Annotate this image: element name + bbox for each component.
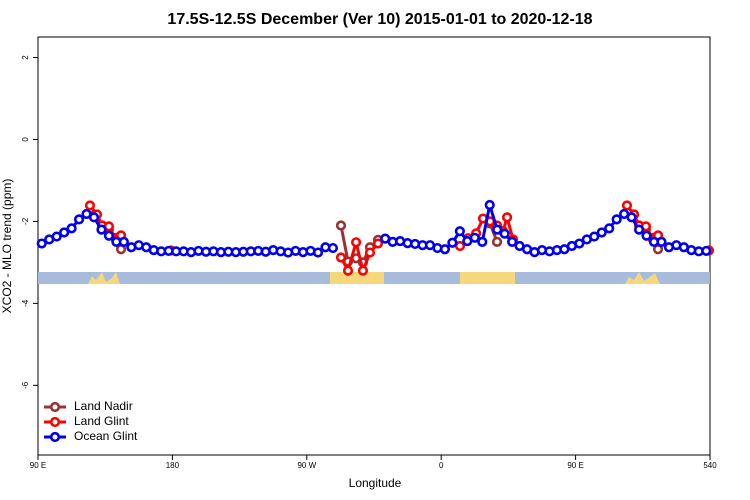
point bbox=[701, 245, 712, 257]
point bbox=[357, 265, 369, 276]
point bbox=[350, 237, 362, 248]
y-tick-label: 2 bbox=[21, 55, 30, 60]
y-tick-label: 0 bbox=[21, 137, 30, 142]
point bbox=[96, 224, 107, 235]
point bbox=[73, 214, 85, 225]
legend-marker bbox=[49, 431, 61, 443]
x-tick-label: 540 bbox=[703, 461, 717, 470]
point bbox=[36, 238, 47, 249]
point bbox=[641, 230, 652, 241]
point bbox=[103, 230, 115, 241]
legend-marker bbox=[49, 416, 61, 428]
point bbox=[491, 236, 503, 248]
legend-label: Land Glint bbox=[74, 414, 129, 428]
point bbox=[633, 224, 645, 235]
point bbox=[84, 200, 96, 211]
y-tick-label: -6 bbox=[21, 381, 30, 389]
point bbox=[327, 242, 339, 254]
point bbox=[656, 236, 667, 248]
point bbox=[604, 223, 615, 234]
point bbox=[469, 232, 480, 243]
legend-marker bbox=[49, 401, 61, 413]
point bbox=[621, 200, 633, 211]
x-tick-label: 90 E bbox=[30, 461, 46, 470]
point bbox=[499, 228, 510, 239]
point bbox=[312, 247, 324, 258]
x-tick-label: 90 E bbox=[567, 461, 583, 470]
land-ocean-strip bbox=[38, 272, 710, 284]
point bbox=[439, 244, 451, 255]
point bbox=[335, 220, 347, 231]
point bbox=[492, 224, 503, 235]
point bbox=[364, 247, 376, 258]
point bbox=[484, 199, 495, 211]
legend-label: Land Nadir bbox=[74, 399, 133, 413]
point bbox=[477, 236, 488, 248]
point bbox=[596, 227, 607, 238]
y-tick-label: -4 bbox=[21, 299, 30, 307]
x-tick-label: 0 bbox=[439, 461, 444, 470]
point bbox=[372, 238, 384, 249]
point bbox=[507, 236, 518, 248]
point bbox=[51, 231, 62, 242]
point bbox=[66, 223, 77, 234]
point bbox=[342, 265, 354, 276]
legend-label: Ocean Glint bbox=[74, 429, 138, 443]
y-tick-label: -2 bbox=[21, 217, 30, 225]
point bbox=[88, 212, 100, 223]
x-tick-label: 180 bbox=[166, 461, 180, 470]
point bbox=[118, 236, 129, 248]
y-axis-label: XCO2 - MLO trend (ppm) bbox=[0, 179, 14, 314]
point bbox=[447, 237, 458, 248]
x-tick-label: 90 W bbox=[297, 461, 316, 470]
point bbox=[454, 226, 465, 237]
series-line bbox=[41, 212, 334, 255]
x-axis-label: Longitude bbox=[349, 476, 402, 490]
point bbox=[59, 227, 70, 238]
point bbox=[574, 238, 585, 249]
point bbox=[501, 212, 513, 223]
point bbox=[611, 214, 622, 225]
point bbox=[589, 231, 600, 242]
point bbox=[335, 252, 347, 263]
chart-title: 17.5S-12.5S December (Ver 10) 2015-01-01… bbox=[167, 11, 592, 28]
point bbox=[626, 212, 637, 223]
